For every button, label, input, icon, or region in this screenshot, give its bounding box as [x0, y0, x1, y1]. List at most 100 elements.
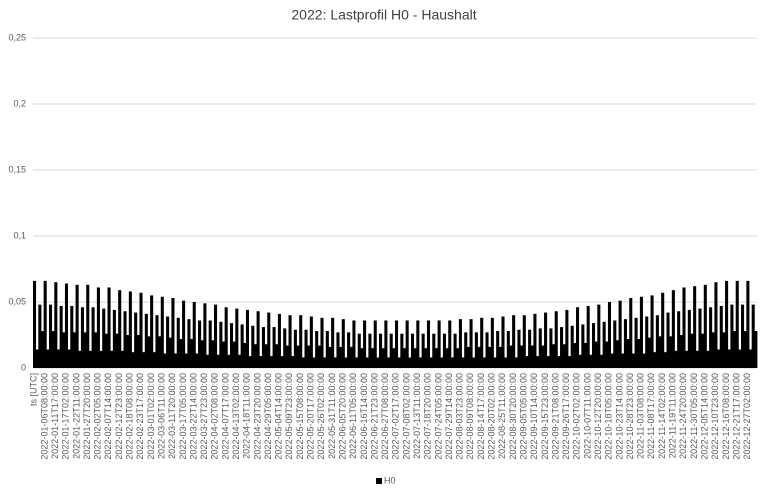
bar [211, 340, 215, 368]
legend-swatch [376, 478, 382, 484]
bar [259, 356, 263, 368]
bar [304, 329, 308, 368]
bar [464, 332, 468, 368]
x-tick-label: 2022-03-17T05:00:00 [178, 373, 188, 460]
x-tick-label: 2022-09-10T14:00:00 [529, 373, 539, 460]
bar [647, 337, 651, 368]
bar [706, 350, 710, 368]
bar [506, 331, 510, 368]
bar [477, 346, 481, 368]
bar [107, 287, 111, 368]
bar [299, 315, 303, 368]
bar [86, 284, 90, 368]
bar [171, 298, 175, 368]
bar [155, 315, 159, 368]
x-tick-label: 2022-02-02T05:00:00 [93, 373, 103, 460]
x-tick-label: 2022-06-27T08:00:00 [380, 373, 390, 460]
x-tick-label: 2022-09-21T08:00:00 [550, 373, 560, 460]
bar [229, 323, 234, 368]
bar [336, 332, 340, 368]
bar [674, 350, 678, 368]
bar [168, 337, 172, 368]
bar [432, 333, 436, 368]
bar [493, 357, 497, 368]
bar [405, 320, 409, 368]
bar [581, 324, 585, 368]
bar [746, 280, 750, 368]
bar [102, 308, 106, 368]
bar [384, 320, 388, 368]
bar [285, 345, 289, 368]
bar [626, 338, 630, 368]
x-tick-label: 2022-04-23T20:00:00 [252, 373, 262, 460]
x-tick-label: 2022-01-11T17:00:00 [50, 373, 60, 459]
bar [355, 357, 359, 368]
bar [328, 346, 332, 368]
bar [376, 357, 380, 368]
x-tick-label: 2022-07-02T17:00:00 [391, 373, 401, 460]
bar [357, 333, 361, 368]
bar [690, 333, 694, 368]
bar [99, 350, 103, 368]
x-tick-label: 2022-04-29T05:00:00 [263, 373, 273, 460]
x-tick-label: 2022-11-03T08:00:00 [636, 373, 646, 459]
x-tick-label: 2022-01-06T08:00:00 [39, 373, 49, 460]
bar [501, 316, 505, 368]
bar [232, 341, 236, 368]
x-tick-label: 2022-08-30T20:00:00 [508, 373, 518, 460]
x-tick-label: 2022-05-09T23:00:00 [284, 373, 294, 460]
x-tick-label: 2022-10-28T23:00:00 [625, 373, 635, 460]
bar [719, 305, 723, 368]
chart-title: 2022: Lastprofil H0 - Haushalt [291, 7, 476, 23]
bar [392, 348, 396, 368]
bar [267, 312, 271, 368]
bar [104, 333, 108, 368]
bar [562, 344, 566, 368]
x-tick-label: 2022-05-26T02:00:00 [316, 373, 326, 460]
bar [677, 311, 681, 368]
bar [216, 354, 220, 368]
x-tick-label: 2022-01-27T20:00:00 [82, 373, 92, 460]
bar [70, 305, 74, 368]
bar [163, 353, 167, 368]
bar [46, 349, 50, 368]
bar [490, 317, 494, 368]
bar [533, 313, 537, 368]
x-tick-label: 2022-06-05T20:00:00 [337, 373, 347, 460]
x-tick-label: 2022-07-29T14:00:00 [444, 373, 454, 460]
bar [235, 308, 239, 368]
bar [618, 300, 622, 368]
bar [352, 320, 356, 368]
bar [128, 291, 132, 368]
bar [568, 356, 572, 368]
bar [277, 313, 281, 368]
bar [549, 328, 553, 368]
bar [389, 333, 393, 368]
bar [469, 319, 473, 368]
bar [325, 331, 329, 368]
bar [227, 354, 231, 368]
bar [440, 357, 444, 368]
x-tick-label: 2022-11-19T11:00:00 [668, 373, 678, 458]
bar [488, 346, 492, 368]
bar [711, 332, 715, 368]
x-tick-label: 2022-05-31T11:00:00 [327, 373, 337, 459]
x-tick-label: 2022-12-16T08:00:00 [721, 373, 731, 460]
bar [200, 340, 204, 368]
bar [613, 320, 617, 368]
bar [727, 349, 731, 368]
bar [96, 287, 100, 368]
bar [687, 309, 691, 368]
bar [402, 348, 407, 368]
bar [607, 302, 612, 368]
bar [256, 311, 260, 368]
bar [610, 353, 614, 368]
x-tick-label: ts [UTC] [29, 373, 39, 406]
y-tick-label: 0,1 [13, 230, 26, 240]
bar [410, 333, 415, 368]
legend-label: H0 [384, 475, 396, 485]
bar [134, 312, 138, 368]
bar [741, 304, 745, 368]
bar [570, 325, 574, 368]
